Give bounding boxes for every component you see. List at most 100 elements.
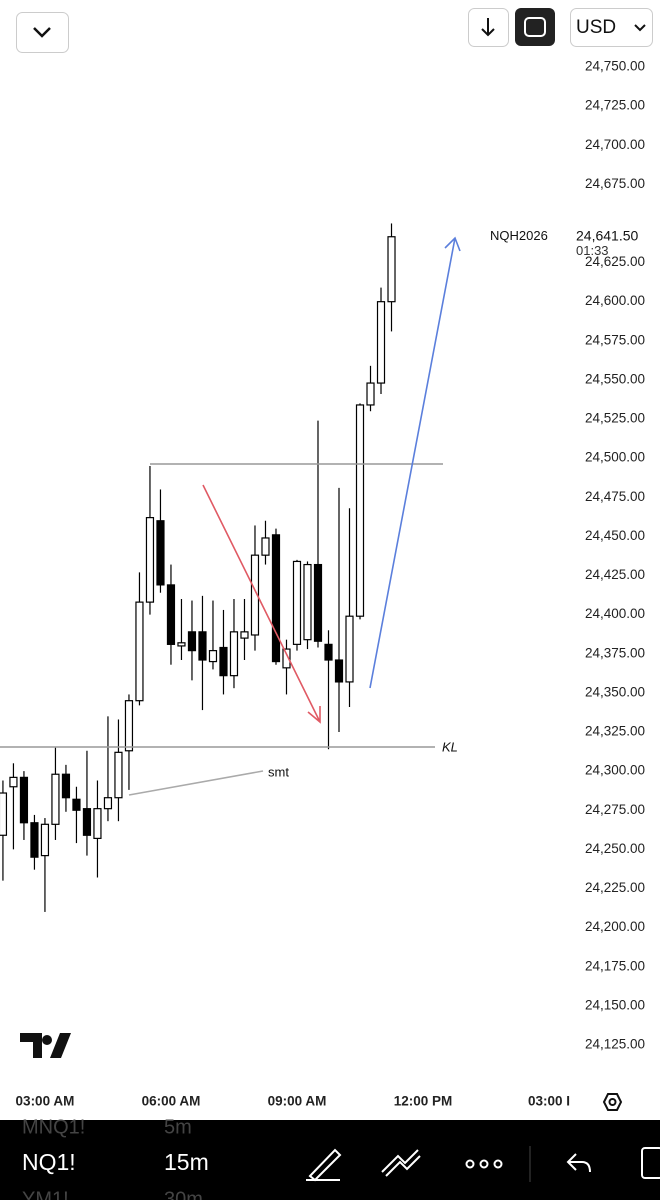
candle-body [145, 517, 155, 603]
interval[interactable]: 15m [164, 1149, 209, 1175]
candle-body [345, 615, 354, 683]
settings-icon [608, 1098, 617, 1106]
candle-body [271, 534, 281, 663]
x-tick-label: 09:00 AM [268, 1094, 327, 1109]
candle-body [82, 808, 92, 836]
menu-button[interactable] [16, 12, 69, 53]
y-tick-label: 24,200.00 [585, 919, 645, 934]
y-tick-label: 24,625.00 [585, 254, 645, 269]
candle-body [376, 301, 386, 384]
prev-symbol[interactable]: MNQ1! [22, 1116, 85, 1138]
candle-body [40, 823, 50, 857]
last-price-label: 24,641.50 [576, 227, 638, 243]
y-tick-label: 24,400.00 [585, 606, 645, 621]
x-tick-label: 06:00 AM [142, 1094, 201, 1109]
chevron-icon [634, 24, 646, 32]
arrow-down-icon [481, 18, 495, 37]
logo [42, 1035, 52, 1045]
kl-label: KL [442, 739, 458, 754]
last-price-symbol: NQH2026 [490, 228, 548, 243]
trend-icon[interactable] [381, 1149, 421, 1177]
candle-body [292, 560, 302, 645]
draw-icon[interactable] [306, 1148, 342, 1182]
x-tick-label: 12:00 PM [394, 1094, 453, 1109]
y-tick-label: 24,475.00 [585, 489, 645, 504]
candle-body [282, 648, 291, 669]
y-tick-label: 24,150.00 [585, 997, 645, 1012]
candle-body [334, 659, 344, 683]
settings-icon[interactable] [602, 1093, 623, 1111]
candle-body [166, 584, 176, 645]
smt-label: smt [268, 764, 289, 779]
y-tick-label: 24,500.00 [585, 450, 645, 465]
candle-body [72, 798, 81, 811]
fullscreen-icon [524, 17, 546, 37]
y-tick-label: 24,550.00 [585, 371, 645, 386]
countdown: 01:33 [576, 243, 609, 258]
candle-body [19, 776, 29, 824]
currency-label: USD [576, 17, 616, 38]
candle-body [219, 646, 228, 677]
chevron-icon [33, 27, 51, 38]
candle-body [355, 404, 365, 617]
candle-body [51, 773, 60, 825]
smt-line [128, 770, 264, 796]
y-tick-label: 24,225.00 [585, 880, 645, 895]
y-tick-label: 24,325.00 [585, 724, 645, 739]
logo [20, 1033, 71, 1058]
y-tick-label: 24,175.00 [585, 958, 645, 973]
next-interval[interactable]: 30m [164, 1188, 203, 1200]
y-tick-label: 24,300.00 [585, 763, 645, 778]
candle-body [387, 236, 396, 303]
candle-body [124, 700, 134, 752]
y-tick-label: 24,575.00 [585, 332, 645, 347]
prev-interval[interactable]: 5m [164, 1116, 192, 1138]
candle-body [30, 822, 39, 858]
y-tick-label: 24,525.00 [585, 411, 645, 426]
x-tick-label: 03:00 AM [16, 1094, 75, 1109]
y-tick-label: 24,750.00 [585, 59, 645, 74]
currency-dropdown[interactable] [570, 8, 653, 47]
candle-body [208, 650, 218, 663]
candle-body [187, 631, 197, 652]
y-tick-label: 24,675.00 [585, 176, 645, 191]
candle-body [156, 520, 165, 586]
candle-body [93, 808, 102, 839]
y-tick-label: 24,600.00 [585, 293, 645, 308]
candle-body [313, 563, 323, 642]
candle-body [261, 537, 270, 556]
y-tick-label: 24,725.00 [585, 98, 645, 113]
last-price-marker [570, 216, 660, 255]
candle-body [9, 776, 18, 788]
candle-body [61, 773, 71, 799]
y-tick-label: 24,275.00 [585, 802, 645, 817]
candle-body [240, 631, 249, 639]
y-tick-label: 24,700.00 [585, 137, 645, 152]
fullscreen-button[interactable] [515, 8, 555, 46]
candle-body [135, 601, 144, 702]
symbol[interactable]: NQ1! [22, 1149, 76, 1175]
next-symbol[interactable]: YM1! [22, 1188, 69, 1200]
y-tick-label: 24,425.00 [585, 567, 645, 582]
plot-area: 24,750.00 24,725.00 24,700.00 24,675.00 24,6… [0, 59, 660, 1109]
candle-body [366, 382, 375, 406]
more-icon[interactable] [465, 1159, 503, 1169]
undo-icon[interactable] [566, 1153, 591, 1173]
candle-body [324, 643, 333, 661]
y-tick-label: 24,250.00 [585, 841, 645, 856]
y-tick-label: 24,125.00 [585, 1037, 645, 1052]
layout-icon[interactable] [641, 1147, 660, 1179]
candle-body [0, 792, 8, 836]
blue-arrow [369, 236, 461, 689]
candle-body [229, 631, 239, 677]
candle-body [114, 751, 123, 799]
candle-body [198, 631, 207, 661]
candle-body [250, 554, 260, 636]
y-tick-label: 24,350.00 [585, 684, 645, 699]
y-tick-label: 24,450.00 [585, 528, 645, 543]
y-tick-label: 24,375.00 [585, 645, 645, 660]
candle-body [303, 563, 312, 641]
candle-body [177, 642, 186, 647]
